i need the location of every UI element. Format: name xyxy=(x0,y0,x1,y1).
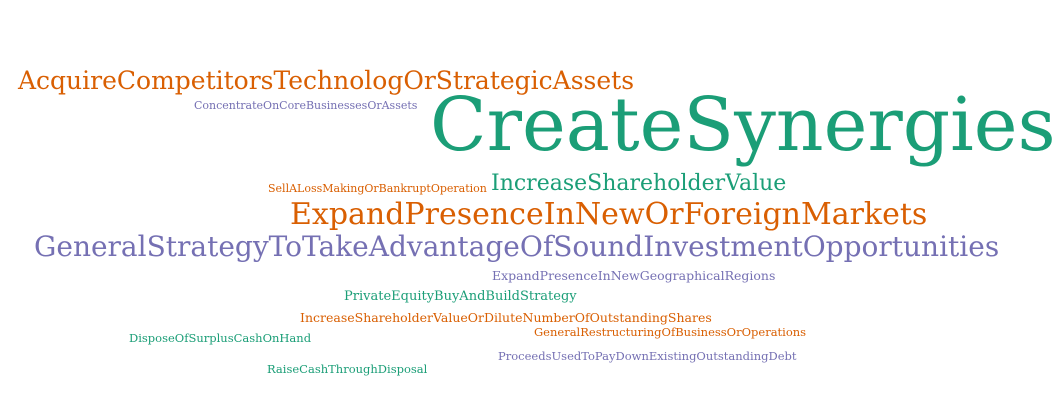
word-dispose-of-surplus-cash-on-hand: DisposeOfSurplusCashOnHand xyxy=(129,331,312,345)
word-raise-cash-through-disposal: RaiseCashThroughDisposal xyxy=(267,362,428,376)
word-concentrate-on-core-businesses-or-assets: ConcentrateOnCoreBusinessesOrAssets xyxy=(194,99,418,112)
word-acquire-competitors-technolog-or-strategic-assets: AcquireCompetitorsTechnologOrStrategicAs… xyxy=(18,66,635,95)
word-general-strategy-sound-investment: GeneralStrategyToTakeAdvantageOfSoundInv… xyxy=(34,230,1000,263)
word-sell-a-loss-making-or-bankrupt-operation: SellALossMakingOrBankruptOperation xyxy=(268,182,487,195)
word-private-equity-buy-and-build-strategy: PrivateEquityBuyAndBuildStrategy xyxy=(344,289,577,304)
word-general-restructuring-of-business-or-operations: GeneralRestructuringOfBusinessOrOperatio… xyxy=(534,325,807,339)
word-increase-shareholder-value: IncreaseShareholderValue xyxy=(491,171,787,196)
word-create-synergies: CreateSynergies xyxy=(430,82,1056,168)
word-increase-shareholder-value-or-dilute-shares: IncreaseShareholderValueOrDiluteNumberOf… xyxy=(300,310,712,325)
word-expand-presence-in-new-or-foreign-markets: ExpandPresenceInNewOrForeignMarkets xyxy=(290,197,928,232)
word-expand-presence-in-new-geographical-regions: ExpandPresenceInNewGeographicalRegions xyxy=(492,268,776,283)
word-proceeds-used-to-pay-down-debt: ProceedsUsedToPayDownExistingOutstanding… xyxy=(498,349,797,363)
